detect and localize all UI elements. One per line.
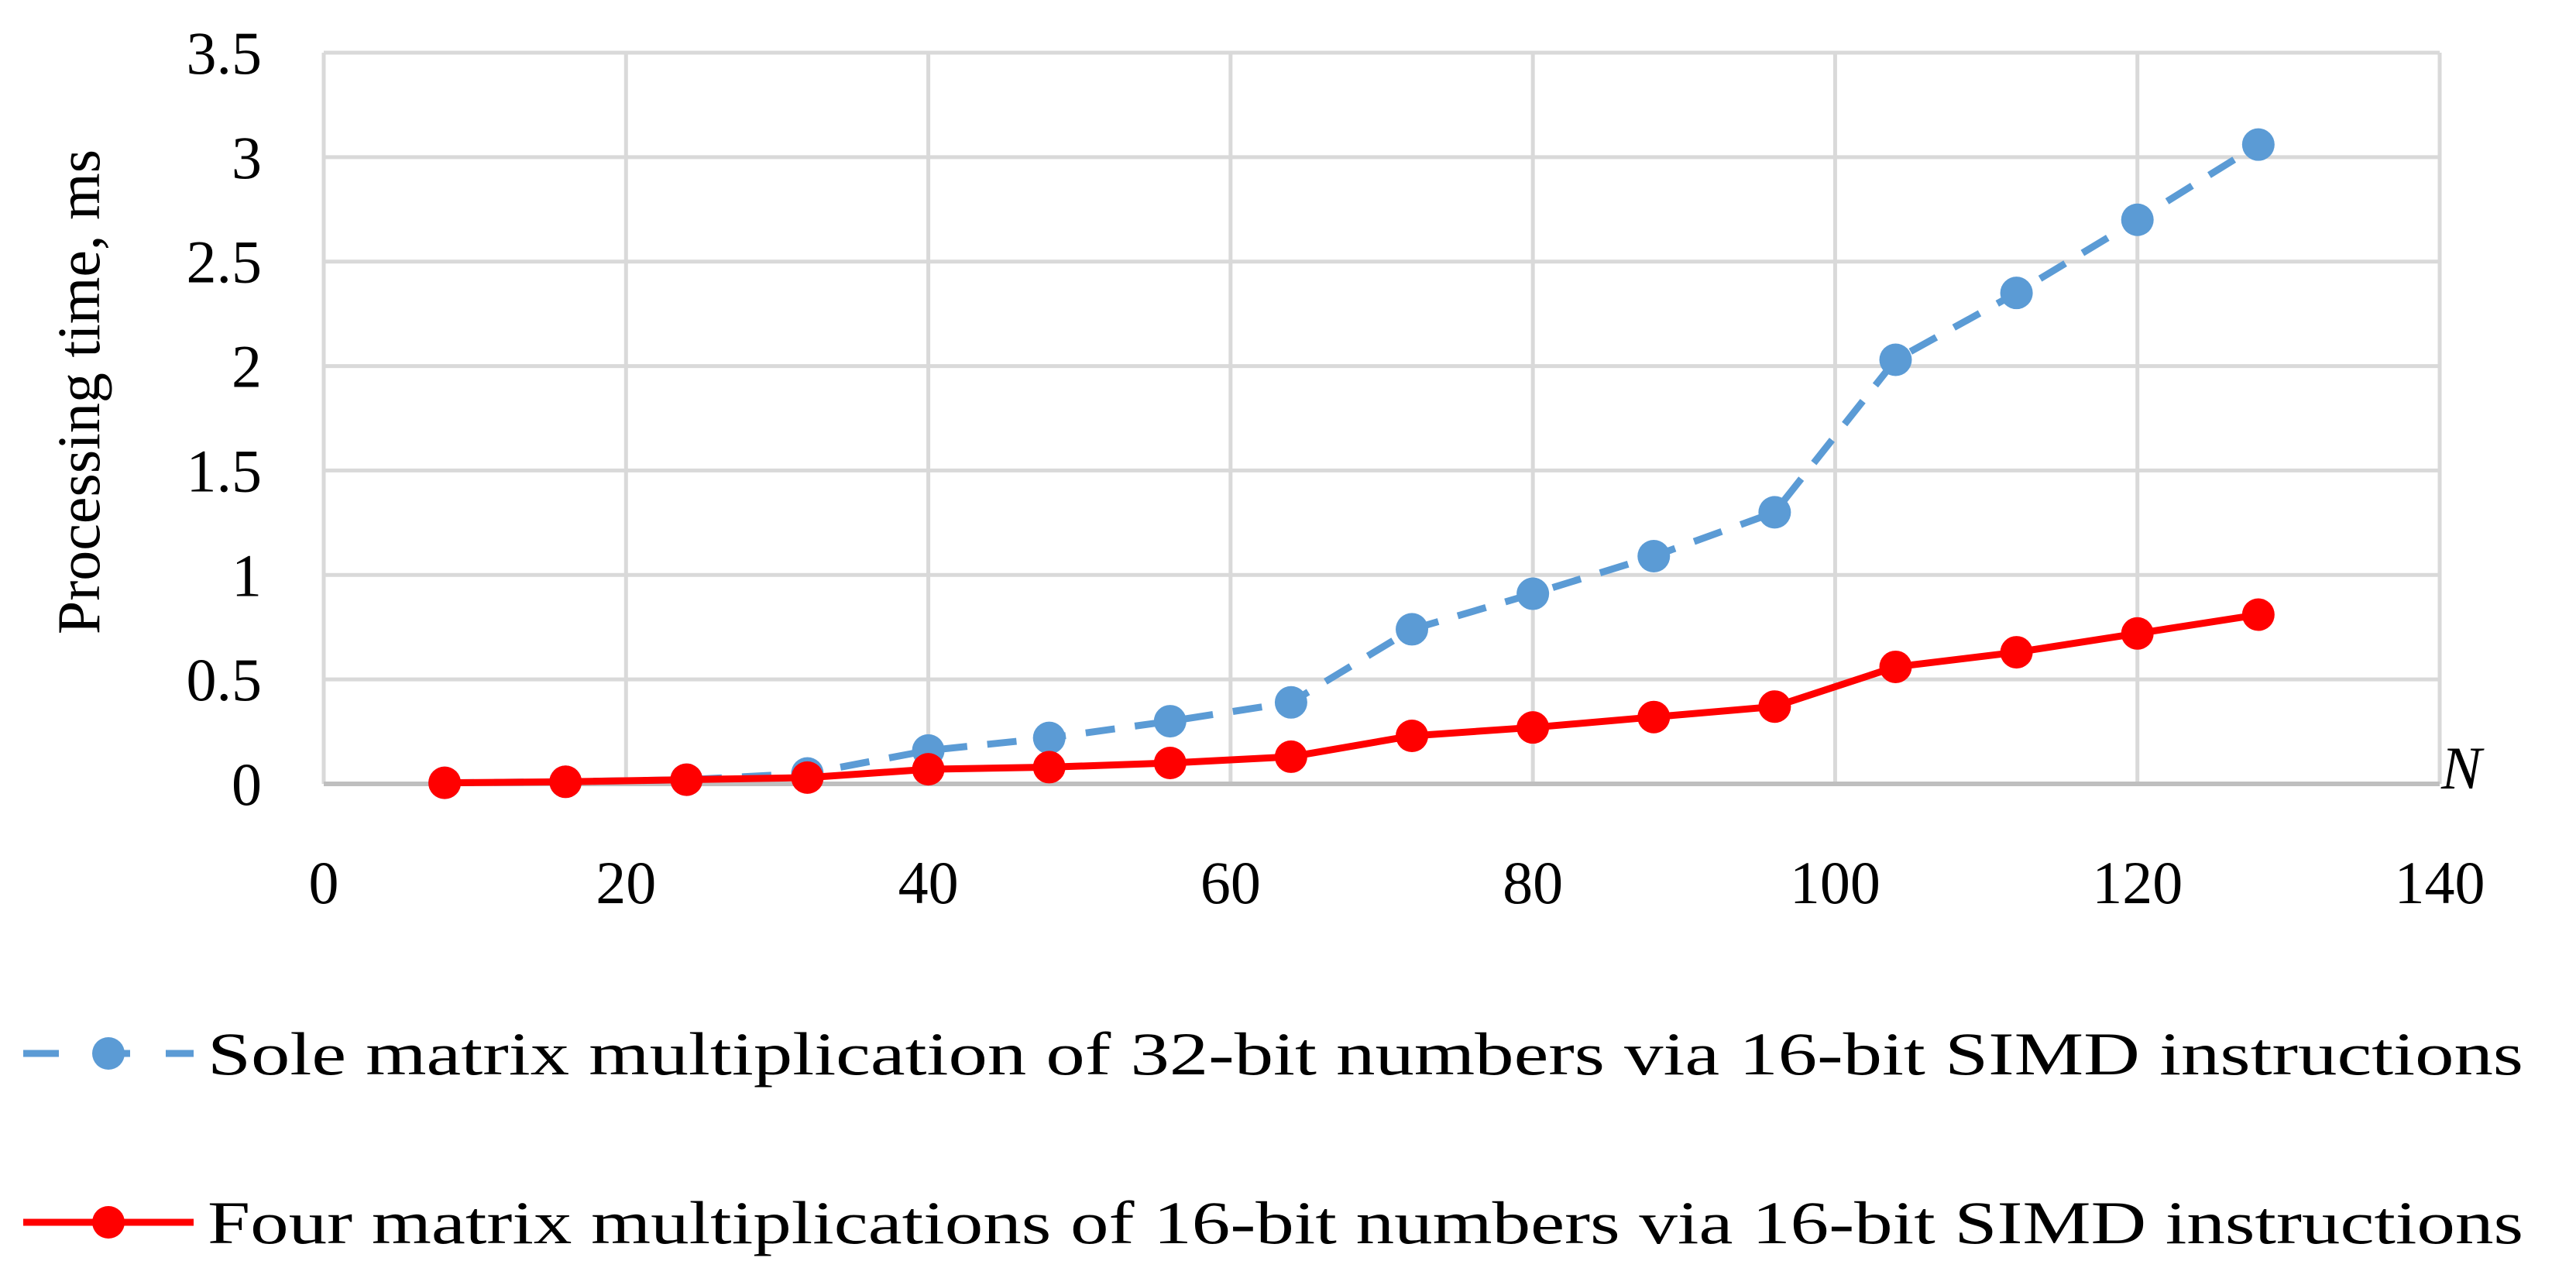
data-point (1396, 613, 1429, 646)
series-line (445, 611, 2259, 787)
legend-item: Sole matrix multiplication of 32-bit num… (23, 1020, 2523, 1088)
data-point (1758, 496, 1791, 529)
x-tick-label: 100 (1790, 849, 1880, 916)
data-point (912, 753, 945, 786)
data-point (1396, 719, 1429, 752)
data-point (1758, 690, 1791, 723)
x-tick-label: 40 (898, 849, 959, 916)
data-point (1637, 700, 1671, 734)
data-point (670, 763, 703, 796)
legend: Sole matrix multiplication of 32-bit num… (23, 1020, 2523, 1256)
data-point (1153, 747, 1187, 780)
data-point (791, 761, 824, 794)
x-tick-label: 80 (1503, 849, 1563, 916)
data-point (2000, 636, 2033, 669)
data-point (1274, 740, 1307, 773)
x-tick-label: 0 (309, 849, 339, 916)
y-tick-label: 0 (232, 751, 262, 818)
data-point (2000, 277, 2033, 310)
x-axis-title: N (2440, 734, 2485, 802)
data-point (549, 765, 582, 799)
data-point (1032, 751, 1066, 784)
data-point (2241, 598, 2275, 631)
legend-label: Four matrix multiplications of 16-bit nu… (208, 1189, 2523, 1256)
data-point (1274, 686, 1307, 719)
data-point (1153, 705, 1187, 738)
y-tick-label: 1 (232, 541, 262, 609)
series (428, 128, 2275, 799)
y-tick-label: 2 (232, 333, 262, 400)
data-point (1637, 540, 1671, 573)
data-point (1879, 343, 1912, 376)
y-tick-label: 2.5 (187, 229, 263, 296)
axes (321, 53, 2440, 786)
data-point (2121, 617, 2154, 650)
y-tick-label: 0.5 (187, 646, 263, 713)
legend-marker (92, 1206, 125, 1239)
series-1 (428, 128, 2275, 799)
y-tick-label: 3 (232, 124, 262, 191)
series-line (445, 141, 2261, 787)
data-point (1516, 711, 1550, 744)
legend-marker (92, 1037, 125, 1070)
data-point (1032, 721, 1066, 754)
grid (324, 50, 2442, 784)
x-tick-label: 120 (2092, 849, 2183, 916)
data-point (428, 766, 462, 799)
data-point (2121, 203, 2154, 236)
data-point (1516, 577, 1550, 610)
y-axis-title: Processing time, ms (45, 149, 112, 634)
x-tick-label: 20 (596, 849, 656, 916)
series-2 (428, 598, 2275, 799)
data-point (1879, 650, 1912, 683)
legend-item: Four matrix multiplications of 16-bit nu… (23, 1189, 2523, 1256)
y-tick-label: 3.5 (187, 19, 263, 87)
x-tick-label: 140 (2395, 849, 2485, 916)
x-tick-label: 60 (1200, 849, 1261, 916)
y-tick-label: 1.5 (187, 437, 263, 504)
tick-labels: 0 20 40 60 80 100 120 140 0 0.5 1 1.5 2 2.5 3 3.5 (187, 19, 2485, 916)
data-point (2241, 128, 2275, 161)
legend-label: Sole matrix multiplication of 32-bit num… (208, 1020, 2523, 1088)
